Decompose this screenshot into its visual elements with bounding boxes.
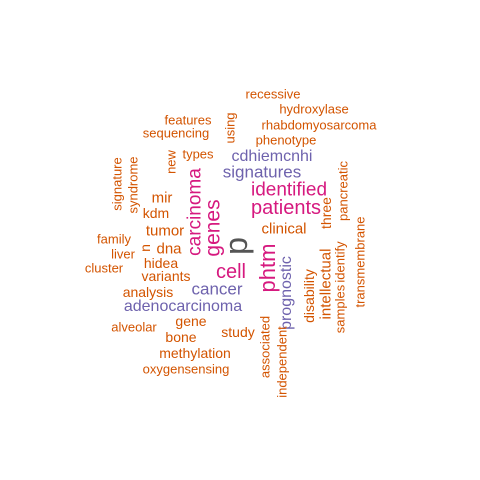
word-sequencing: sequencing	[142, 125, 210, 141]
word-alveolar: alveolar	[111, 319, 157, 335]
word-kdm: kdm	[142, 205, 170, 221]
word-hidea: hidea	[143, 255, 179, 271]
word-methylation: methylation	[159, 345, 231, 361]
word-cell: cell	[215, 261, 247, 283]
word-analysis: analysis	[122, 284, 174, 300]
word-identify: identify	[332, 241, 348, 283]
word-mir: mir	[151, 189, 173, 207]
word-genes: genes	[201, 199, 225, 257]
word-phtm: phtm	[255, 243, 280, 293]
word-identified: identified	[250, 179, 328, 201]
word-tumor: tumor	[145, 222, 185, 240]
word-associated: associated	[257, 315, 273, 379]
word-p: p	[218, 237, 254, 255]
word-phenotype: phenotype	[255, 132, 317, 148]
word-pancreatic: pancreatic	[335, 161, 351, 221]
word-three: three	[318, 197, 334, 229]
word-liver: liver	[111, 246, 135, 262]
word-patients: patients	[250, 197, 322, 219]
word-samples: samples	[332, 284, 348, 334]
word-oxygensensing: oxygensensing	[142, 361, 230, 377]
word-disability: disability	[301, 269, 317, 323]
word-independent: independent	[274, 326, 290, 398]
word-new: new	[163, 150, 179, 174]
word-hydroxylase: hydroxylase	[279, 101, 349, 117]
word-types: types	[182, 146, 214, 162]
word-transmembrane: transmembrane	[352, 216, 368, 308]
word-signature: signature	[109, 157, 125, 211]
word-syndrome: syndrome	[125, 156, 141, 214]
word-family: family	[97, 231, 131, 247]
word-cluster: cluster	[84, 260, 124, 276]
word-n: n	[137, 244, 153, 252]
word-variants: variants	[141, 268, 191, 284]
word-dna: dna	[156, 240, 182, 258]
word-cancer: cancer	[191, 279, 243, 299]
word-carcinoma: carcinoma	[184, 168, 206, 256]
word-clinical: clinical	[261, 220, 307, 238]
word-rhabdomyosarcoma: rhabdomyosarcoma	[261, 117, 377, 133]
word-study: study	[221, 324, 255, 340]
word-signatures: signatures	[222, 162, 302, 182]
word-bone: bone	[165, 329, 197, 345]
word-intellectual: intellectual	[317, 248, 335, 320]
word-gene: gene	[175, 313, 207, 329]
word-prognostic: prognostic	[278, 256, 295, 330]
word-cdhiemcnhi: cdhiemcnhi	[231, 148, 313, 165]
word-recessive: recessive	[245, 86, 301, 102]
word-using: using	[222, 112, 238, 144]
word-adenocarcinoma: adenocarcinoma	[123, 298, 243, 315]
word-features: features	[164, 112, 212, 128]
